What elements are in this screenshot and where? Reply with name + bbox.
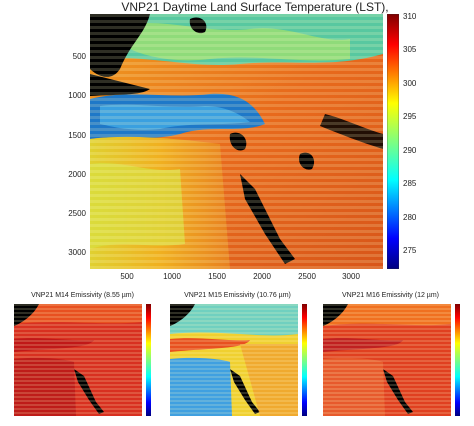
colorbar-tick-label: 280 [403,213,417,222]
x-tick-label: 2500 [298,272,316,281]
panel-m15-colorbar [302,304,307,416]
colorbar-tick-label: 290 [403,146,417,155]
y-tick-label: 1000 [68,91,86,100]
colorbar-tick-label: 305 [403,45,417,54]
panel-m14-heatmap [14,304,142,416]
main-heatmap [90,14,383,269]
panel-m16-heatmap [323,304,451,416]
x-tick-label: 1000 [163,272,181,281]
x-tick-label: 3000 [342,272,360,281]
y-tick-label: 1500 [68,131,86,140]
panel-m15-heatmap [170,304,298,416]
colorbar-tick-label: 295 [403,112,417,121]
x-tick-label: 500 [120,272,134,281]
y-tick-label: 500 [72,52,86,61]
colorbar-tick-label: 310 [403,12,417,21]
colorbar-tick-label: 300 [403,79,417,88]
colorbar-tick-label: 285 [403,179,417,188]
y-tick-label: 3000 [68,248,86,257]
y-tick-label: 2500 [68,209,86,218]
panel-m14-title: VNP21 M14 Emissivity (8.55 µm) [31,292,134,299]
panel-m14-colorbar [146,304,151,416]
panel-m15-title: VNP21 M15 Emissivity (10.76 µm) [184,292,291,299]
colorbar-tick-label: 275 [403,246,417,255]
panel-m16-colorbar [455,304,460,416]
y-tick-label: 2000 [68,170,86,179]
x-tick-label: 1500 [208,272,226,281]
main-colorbar [387,14,399,269]
panel-m16-title: VNP21 M16 Emissivity (12 µm) [342,292,439,299]
x-tick-label: 2000 [253,272,271,281]
